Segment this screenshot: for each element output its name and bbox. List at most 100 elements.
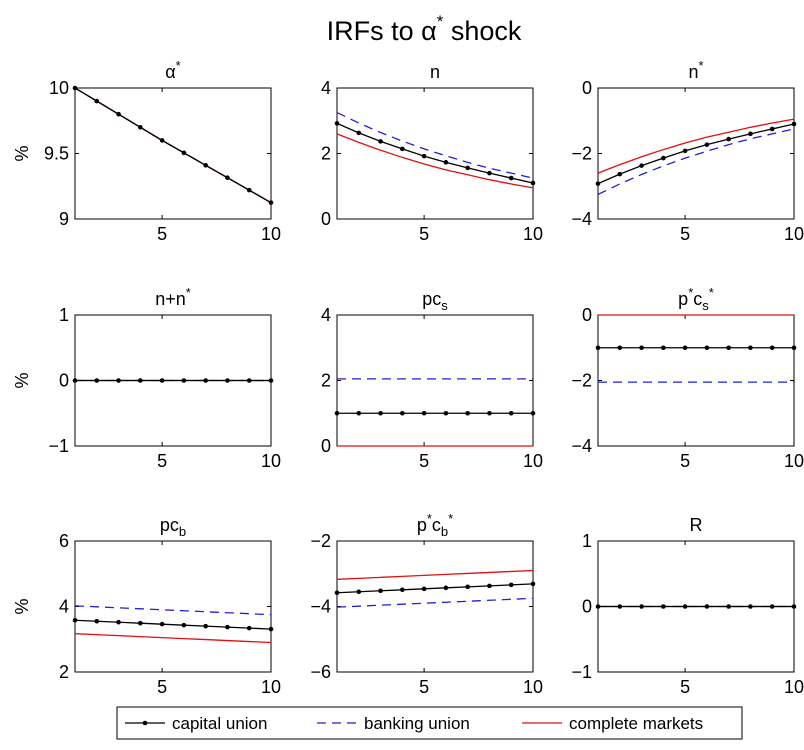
data-point — [639, 163, 644, 168]
panel-title: n — [430, 62, 440, 82]
y-tick-label: 10 — [49, 78, 69, 98]
panel-4: 5 10 −1 0 1 n+n*% — [12, 285, 281, 471]
data-point — [465, 584, 470, 590]
data-point — [682, 148, 688, 154]
data-point — [138, 620, 143, 626]
data-point — [726, 345, 731, 351]
panel-title: p*cb* — [417, 511, 453, 539]
panel-9: 5 10 −1 0 1 R — [571, 515, 804, 697]
panel-title: n+n* — [155, 285, 191, 309]
x-tick-label: 10 — [523, 451, 543, 471]
data-point — [203, 378, 208, 383]
y-tick-label: −4 — [571, 209, 592, 229]
axes-frame — [74, 87, 272, 220]
x-tick-label: 10 — [261, 677, 281, 697]
legend-marker — [142, 720, 148, 726]
panel-5: 5 10 0 2 4 pcs — [321, 289, 543, 471]
panel-3: 5 10 −4 −2 0 n* — [571, 58, 804, 244]
x-tick-label: 10 — [784, 224, 804, 244]
data-point — [748, 131, 753, 137]
data-point — [465, 410, 470, 416]
panel-title: p*cs* — [678, 285, 714, 313]
data-point — [72, 617, 78, 623]
data-point — [116, 111, 121, 117]
x-tick-label: 10 — [523, 224, 543, 244]
panel-1: 5 10 9 9.5 10 α*% — [12, 58, 281, 244]
data-point — [748, 345, 753, 351]
data-point — [661, 345, 666, 351]
legend-label-complete-markets: complete markets — [569, 714, 703, 733]
data-point — [72, 378, 78, 383]
data-point — [356, 130, 362, 136]
y-tick-label: −6 — [310, 662, 331, 682]
x-tick-label: 10 — [784, 451, 804, 471]
axes-frame — [597, 314, 795, 447]
data-point — [487, 410, 492, 416]
axes-frame — [74, 540, 272, 673]
x-tick-label: 5 — [157, 451, 167, 471]
x-tick-label: 10 — [261, 224, 281, 244]
data-point — [116, 619, 121, 625]
series-line-capital-union — [74, 87, 272, 204]
data-point — [181, 622, 187, 628]
data-point — [508, 410, 514, 416]
data-point — [203, 623, 208, 629]
series-line-banking-union — [74, 605, 272, 616]
panel-title: n* — [688, 58, 703, 82]
x-tick-label: 5 — [157, 224, 167, 244]
series-line-capital-union — [336, 583, 534, 594]
x-tick-label: 10 — [784, 677, 804, 697]
series-line-capital-union — [336, 122, 534, 184]
data-point — [726, 136, 731, 142]
series-line-capital-union — [597, 123, 795, 185]
y-tick-label: −1 — [571, 662, 592, 682]
data-point — [639, 604, 644, 609]
x-tick-label: 5 — [419, 451, 429, 471]
data-point — [791, 604, 797, 609]
series-line-complete-markets — [74, 633, 272, 644]
data-point — [246, 378, 252, 383]
data-point — [246, 625, 252, 631]
data-point — [225, 378, 230, 383]
y-tick-label: 9.5 — [44, 144, 69, 164]
y-tick-label: −1 — [48, 436, 69, 456]
y-tick-label: 0 — [582, 597, 592, 617]
series-line-complete-markets — [336, 133, 534, 189]
data-point — [94, 98, 100, 104]
data-point — [181, 378, 187, 383]
y-tick-label: 0 — [582, 78, 592, 98]
y-tick-label: 0 — [582, 305, 592, 325]
data-point — [595, 345, 601, 351]
legend-box — [116, 706, 743, 740]
y-tick-label: 2 — [321, 144, 331, 164]
data-point — [617, 604, 623, 609]
y-tick-label: 4 — [59, 597, 69, 617]
data-point — [181, 150, 187, 156]
y-tick-label: 6 — [59, 531, 69, 551]
data-point — [268, 378, 274, 383]
data-point — [508, 582, 514, 588]
data-point — [203, 162, 208, 168]
data-point — [639, 345, 644, 351]
x-tick-label: 5 — [680, 677, 690, 697]
data-point — [487, 170, 492, 176]
axes-frame — [597, 87, 795, 220]
x-tick-label: 10 — [523, 677, 543, 697]
data-point — [769, 604, 775, 609]
data-point — [682, 345, 688, 351]
panel-2: 5 10 0 2 4 n — [321, 62, 543, 244]
data-point — [400, 587, 405, 593]
series-line-banking-union — [336, 111, 534, 179]
data-point — [225, 175, 230, 181]
y-axis-label: % — [12, 598, 32, 614]
panel-7: 5 10 2 4 6 pcb% — [12, 515, 281, 697]
y-tick-label: 1 — [582, 531, 592, 551]
y-tick-label: 0 — [59, 371, 69, 391]
x-tick-label: 5 — [419, 224, 429, 244]
series-line-banking-union — [336, 597, 534, 608]
data-point — [682, 604, 688, 609]
x-tick-label: 5 — [680, 451, 690, 471]
data-point — [138, 378, 143, 383]
data-point — [334, 410, 340, 416]
